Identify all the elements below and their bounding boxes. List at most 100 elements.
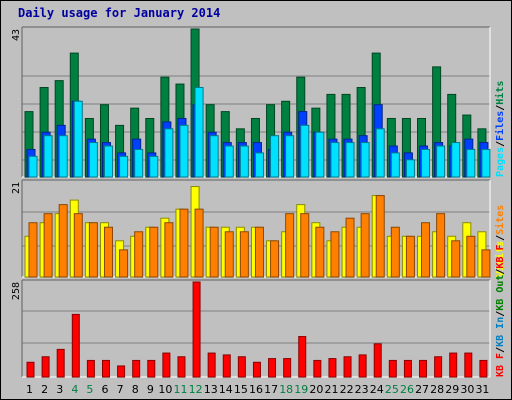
bar-kbytes: [313, 359, 322, 378]
day-label: 20: [309, 383, 323, 396]
bar-kbytes: [147, 359, 156, 378]
bar-pages: [209, 135, 219, 178]
legend-entry: Pages: [495, 147, 506, 177]
legend-entry: /: [495, 141, 506, 147]
bar-kbytes: [222, 354, 231, 378]
day-label: 3: [56, 383, 63, 396]
bar-pages: [285, 135, 295, 178]
day-label: 4: [71, 383, 78, 396]
bar-kbytes: [26, 361, 35, 378]
legend-entry: /: [495, 105, 506, 111]
bar-sites: [224, 231, 234, 278]
bar-sites: [254, 226, 264, 278]
bar-sites: [179, 208, 189, 278]
bar-sites: [164, 222, 174, 278]
day-label: 24: [370, 383, 384, 396]
bar-kbytes: [419, 359, 428, 378]
bar-kbytes: [328, 358, 337, 378]
bar-sites: [194, 208, 204, 278]
bar-kbytes: [464, 352, 473, 378]
bar-kbytes: [71, 313, 80, 378]
bar-kbytes: [283, 358, 292, 378]
bar-pages: [330, 142, 340, 178]
bar-sites: [270, 240, 280, 278]
bar-kbytes: [388, 359, 397, 378]
bar-sites: [405, 235, 415, 278]
day-label: 26: [400, 383, 414, 396]
bar-pages: [88, 142, 98, 178]
bar-pages: [239, 145, 249, 178]
bar-pages: [134, 148, 144, 178]
bar-sites: [239, 231, 249, 278]
bar-pages: [345, 142, 355, 178]
legend-entry: KB F: [495, 244, 506, 268]
day-label: 29: [445, 383, 459, 396]
day-label: 18: [279, 383, 293, 396]
day-label: 19: [294, 383, 308, 396]
bar-pages: [43, 135, 53, 178]
legend-entry: Files: [494, 111, 506, 141]
day-label: 15: [234, 383, 248, 396]
day-label: 25: [385, 383, 399, 396]
bar-kbytes: [358, 354, 367, 378]
bar-pages: [270, 135, 280, 178]
legend-kbytes: KB F/KB In/KB Out/KB F: [495, 244, 506, 377]
bar-kbytes: [56, 348, 65, 378]
day-label: 31: [475, 383, 489, 396]
day-label: 8: [132, 383, 139, 396]
day-label: 30: [460, 383, 474, 396]
bar-kbytes: [132, 359, 141, 378]
bar-pages: [360, 142, 370, 178]
day-label: 23: [355, 383, 369, 396]
day-label: 6: [102, 383, 109, 396]
legend-entry: Sites: [494, 205, 506, 235]
bar-pages: [390, 152, 400, 178]
bar-kbytes: [207, 352, 216, 378]
bar-pages: [451, 142, 461, 178]
bar-kbytes: [268, 358, 277, 378]
legend-entry: Visits: [494, 241, 506, 277]
bar-sites: [43, 213, 53, 278]
bar-sites: [149, 226, 159, 278]
legend-entry: /: [495, 347, 506, 353]
legend-entry: KB In: [495, 317, 506, 347]
panel-bg-3: [22, 280, 490, 377]
day-label: 11: [174, 383, 188, 396]
day-label: 9: [147, 383, 154, 396]
bar-kbytes: [479, 359, 488, 378]
bar-sites: [436, 213, 446, 278]
bar-pages: [119, 155, 129, 178]
bar-sites: [375, 195, 385, 278]
bar-pages: [405, 159, 415, 178]
bar-sites: [88, 222, 98, 278]
day-label: 1: [26, 383, 33, 396]
bar-kbytes: [101, 359, 110, 378]
legend-hits-files-pages: Pages/Files/Hits: [494, 81, 506, 177]
legend-entry: /: [495, 235, 506, 241]
day-label: 2: [41, 383, 48, 396]
bar-sites: [315, 226, 325, 278]
day-label: 5: [86, 383, 93, 396]
day-label: 28: [430, 383, 444, 396]
bar-pages: [421, 148, 431, 178]
bar-kbytes: [41, 356, 50, 378]
bar-kbytes: [343, 356, 352, 378]
bar-pages: [300, 124, 310, 178]
day-label: 21: [324, 383, 338, 396]
bar-sites: [421, 222, 431, 278]
bar-pages: [164, 128, 174, 178]
day-label: 22: [340, 383, 354, 396]
bar-pages: [436, 145, 446, 178]
bar-pages: [58, 135, 68, 178]
bar-pages: [194, 87, 204, 178]
bar-sites: [345, 217, 355, 278]
legend-entry: /: [495, 311, 506, 317]
day-label: 13: [204, 383, 218, 396]
legend-entry: KB F: [495, 353, 506, 377]
bar-pages: [254, 152, 264, 178]
bar-pages: [375, 128, 385, 178]
bar-kbytes: [192, 281, 201, 378]
bar-sites: [451, 240, 461, 278]
legend-entry: /: [495, 269, 506, 275]
